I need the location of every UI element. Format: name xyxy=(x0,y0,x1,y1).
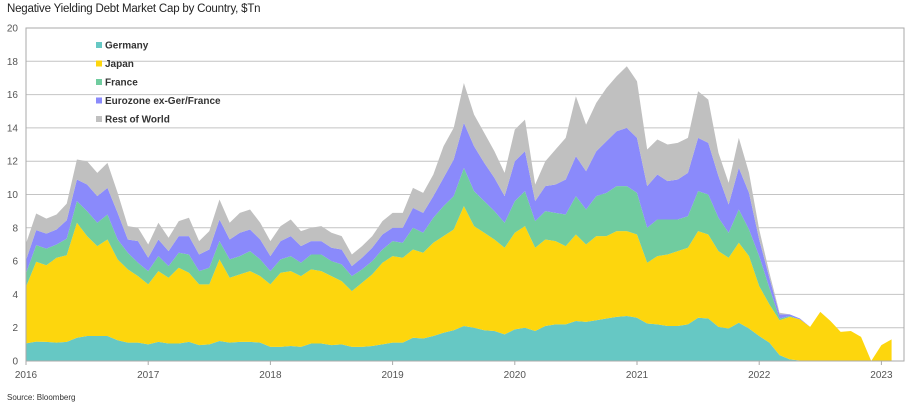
y-tick-label: 20 xyxy=(7,24,19,35)
area-france xyxy=(26,167,892,361)
y-tick-label: 0 xyxy=(12,357,18,368)
y-tick-label: 4 xyxy=(12,290,18,301)
x-tick-label: 2019 xyxy=(381,370,404,381)
y-tick-label: 2 xyxy=(12,323,18,334)
y-tick-label: 10 xyxy=(7,190,19,201)
y-tick-label: 14 xyxy=(7,123,19,134)
area-eurozone-ex-ger-france xyxy=(26,122,892,361)
chart-title: Negative Yielding Debt Market Cap by Cou… xyxy=(7,3,261,15)
x-tick-label: 2017 xyxy=(137,370,160,381)
legend-label: France xyxy=(105,78,138,89)
x-tick-label: 2023 xyxy=(870,370,893,381)
legend: Germany Japan France Eurozone ex-Ger/France… xyxy=(96,41,221,126)
x-tick-label: 2016 xyxy=(15,370,38,381)
area-japan xyxy=(26,206,892,361)
x-tick-label: 2021 xyxy=(626,370,649,381)
y-tick-label: 12 xyxy=(7,157,19,168)
y-tick-label: 8 xyxy=(12,223,18,234)
x-tick-label: 2020 xyxy=(504,370,527,381)
legend-label: Japan xyxy=(105,59,134,70)
legend-swatch xyxy=(96,79,102,85)
legend-swatch xyxy=(96,42,102,48)
area-rest-of-world xyxy=(26,66,892,362)
legend-label: Germany xyxy=(105,41,149,52)
x-tick-label: 2022 xyxy=(748,370,771,381)
x-tick-label: 2018 xyxy=(259,370,282,381)
y-tick-label: 6 xyxy=(12,257,18,268)
y-tick-label: 18 xyxy=(7,57,19,68)
plot-border xyxy=(25,27,905,362)
area-germany xyxy=(26,316,892,361)
legend-swatch xyxy=(96,60,102,67)
y-tick-label: 16 xyxy=(7,90,19,101)
legend-swatch xyxy=(96,116,102,122)
legend-swatch xyxy=(96,97,102,104)
source-note: Source: Bloomberg xyxy=(7,393,76,402)
legend-label: Rest of World xyxy=(105,115,170,126)
legend-label: Eurozone ex-Ger/France xyxy=(105,96,221,107)
